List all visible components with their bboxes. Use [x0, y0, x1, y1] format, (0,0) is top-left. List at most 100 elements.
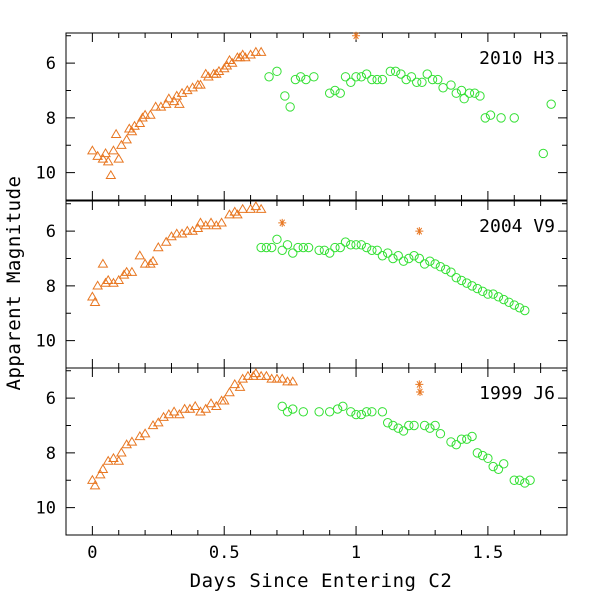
data-point [205, 217, 217, 227]
data-point [415, 227, 424, 236]
data-point [86, 291, 98, 301]
data-point [324, 88, 335, 98]
data-point [97, 153, 109, 163]
data-point [520, 305, 530, 316]
data-point [232, 209, 243, 219]
data-point [224, 387, 235, 397]
data-point [422, 69, 432, 79]
x-tick-label: 1.5 [473, 543, 504, 563]
data-point [102, 156, 114, 166]
data-point [504, 297, 514, 307]
data-point [181, 85, 193, 95]
data-point [272, 234, 282, 245]
panel-label: 1999 J6 [479, 383, 555, 404]
data-point [475, 91, 485, 101]
data-point [346, 407, 356, 417]
data-point [237, 203, 249, 213]
y-tick-label: 6 [46, 389, 56, 409]
data-point [377, 251, 388, 261]
data-point [351, 409, 361, 420]
data-point [290, 74, 301, 85]
data-point [155, 101, 167, 111]
data-point [346, 240, 356, 250]
data-point [176, 228, 188, 238]
data-point [417, 77, 427, 87]
data-point [264, 72, 274, 82]
data-point [195, 406, 206, 416]
data-point [176, 87, 188, 97]
data-point [195, 217, 206, 227]
data-point [367, 74, 377, 85]
data-point [163, 409, 175, 419]
data-point [282, 376, 293, 386]
data-point [160, 98, 172, 108]
data-point [237, 373, 249, 383]
data-point [221, 60, 233, 70]
data-point [261, 242, 272, 253]
data-point [388, 420, 398, 431]
data-point [546, 99, 556, 109]
data-point [226, 57, 238, 67]
data-point [234, 52, 246, 62]
data-point [464, 88, 475, 98]
data-point [171, 228, 183, 238]
data-point [277, 245, 287, 255]
data-point [89, 480, 101, 490]
data-point [330, 242, 340, 253]
data-point [293, 242, 303, 253]
data-point [456, 85, 467, 96]
data-point [145, 109, 156, 119]
data-point [200, 220, 212, 230]
data-point [361, 242, 372, 253]
x-tick-label: 1 [351, 543, 361, 563]
data-point [404, 420, 414, 431]
data-point [398, 426, 409, 436]
data-point [239, 52, 251, 62]
data-point [430, 259, 440, 269]
data-point [277, 401, 287, 412]
data-point [266, 242, 277, 253]
data-point [509, 475, 519, 485]
data-point [126, 266, 138, 276]
data-point [472, 448, 483, 458]
data-point [92, 150, 104, 160]
data-point [456, 275, 467, 286]
data-point [113, 274, 125, 285]
data-point [451, 88, 461, 98]
data-point [480, 113, 490, 123]
data-point [105, 169, 117, 180]
data-point [456, 434, 467, 444]
data-point [288, 248, 298, 258]
data-point [335, 88, 345, 98]
data-point [255, 46, 267, 56]
data-point [282, 407, 293, 417]
data-point [210, 400, 222, 410]
data-point [108, 145, 119, 155]
data-point [338, 401, 348, 412]
data-point [340, 237, 351, 247]
data-point [462, 434, 472, 444]
data-point [514, 303, 525, 313]
data-point [121, 439, 133, 449]
x-tick-label: 0.5 [209, 543, 240, 563]
data-point [152, 242, 164, 252]
data-point [285, 102, 295, 112]
data-point [229, 378, 241, 389]
data-point [459, 94, 469, 104]
data-point [147, 255, 159, 265]
data-point [102, 274, 114, 285]
y-tick-label: 10 [36, 164, 56, 184]
data-point [477, 286, 488, 297]
data-point [351, 240, 361, 250]
data-point [520, 478, 530, 488]
data-point [367, 407, 377, 417]
data-point [412, 77, 422, 87]
data-point [525, 475, 535, 485]
data-point [435, 429, 446, 439]
data-point [139, 109, 151, 119]
data-point [352, 31, 361, 40]
data-point [356, 240, 367, 250]
data-point [496, 113, 506, 123]
data-point [335, 242, 345, 253]
